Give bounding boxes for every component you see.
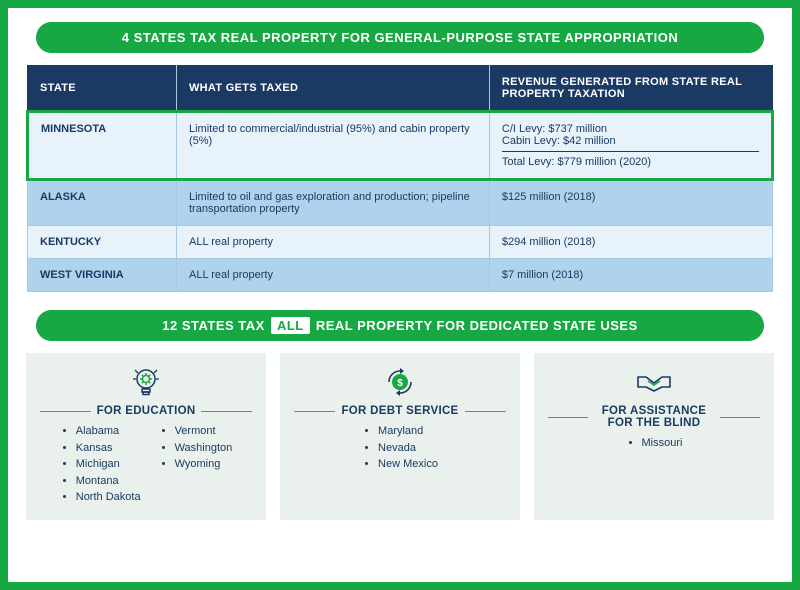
cell-taxed: ALL real property — [177, 259, 490, 292]
banner2-pre: 12 STATES TAX — [162, 318, 265, 333]
col-taxed: WHAT GETS TAXED — [177, 66, 490, 112]
cards-row: FOR EDUCATION Alabama Kansas Michigan Mo… — [26, 353, 774, 520]
lightbulb-gear-icon — [40, 365, 252, 399]
card-title: FOR EDUCATION — [40, 405, 252, 417]
list-item: New Mexico — [378, 456, 438, 473]
card-blind: FOR ASSISTANCE FOR THE BLIND Missouri — [534, 353, 774, 520]
cell-revenue: $294 million (2018) — [489, 226, 772, 259]
states-tax-table: STATE WHAT GETS TAXED REVENUE GENERATED … — [26, 65, 774, 292]
list-item: Vermont — [175, 423, 233, 440]
cell-state: KENTUCKY — [28, 226, 177, 259]
table-row: KENTUCKY ALL real property $294 million … — [28, 226, 773, 259]
col-state: STATE — [28, 66, 177, 112]
list-item: Maryland — [378, 423, 438, 440]
money-cycle-icon: $ — [294, 365, 506, 399]
cell-revenue: $125 million (2018) — [489, 180, 772, 226]
list-item: Michigan — [76, 456, 141, 473]
list-item: Wyoming — [175, 456, 233, 473]
rev-line: Cabin Levy: $42 million — [502, 135, 759, 147]
list-item: Washington — [175, 440, 233, 457]
handshake-icon — [548, 365, 760, 399]
list-item: Kansas — [76, 440, 141, 457]
card-title-text: FOR ASSISTANCE FOR THE BLIND — [594, 405, 714, 429]
col-revenue: REVENUE GENERATED FROM STATE REAL PROPER… — [489, 66, 772, 112]
debt-list: Maryland Nevada New Mexico — [362, 423, 438, 473]
table-row: WEST VIRGINIA ALL real property $7 milli… — [28, 259, 773, 292]
card-title: FOR ASSISTANCE FOR THE BLIND — [548, 405, 760, 429]
list-item: Montana — [76, 473, 141, 490]
rev-divider — [502, 151, 759, 152]
cell-state: ALASKA — [28, 180, 177, 226]
table-row: MINNESOTA Limited to commercial/industri… — [28, 112, 773, 180]
cell-taxed: ALL real property — [177, 226, 490, 259]
blind-list: Missouri — [626, 435, 683, 452]
cell-state: WEST VIRGINIA — [28, 259, 177, 292]
list-item: Missouri — [642, 435, 683, 452]
banner-12-states: 12 STATES TAX ALL REAL PROPERTY FOR DEDI… — [36, 310, 764, 341]
list-item: North Dakota — [76, 489, 141, 506]
table-header-row: STATE WHAT GETS TAXED REVENUE GENERATED … — [28, 66, 773, 112]
banner-4-states: 4 STATES TAX REAL PROPERTY FOR GENERAL-P… — [36, 22, 764, 53]
cell-revenue: C/I Levy: $737 million Cabin Levy: $42 m… — [489, 112, 772, 180]
cell-state: MINNESOTA — [28, 112, 177, 180]
card-debt: $ FOR DEBT SERVICE Maryland Nevada New M… — [280, 353, 520, 520]
card-title-text: FOR EDUCATION — [97, 405, 196, 417]
list-item: Nevada — [378, 440, 438, 457]
cell-taxed: Limited to oil and gas exploration and p… — [177, 180, 490, 226]
banner2-box: ALL — [271, 317, 310, 334]
edu-col2: Vermont Washington Wyoming — [159, 423, 233, 506]
card-title-text: FOR DEBT SERVICE — [341, 405, 458, 417]
cell-taxed: Limited to commercial/industrial (95%) a… — [177, 112, 490, 180]
card-education: FOR EDUCATION Alabama Kansas Michigan Mo… — [26, 353, 266, 520]
table-row: ALASKA Limited to oil and gas exploratio… — [28, 180, 773, 226]
rev-line: C/I Levy: $737 million — [502, 123, 759, 135]
rev-total: Total Levy: $779 million (2020) — [502, 156, 759, 168]
banner2-post: REAL PROPERTY FOR DEDICATED STATE USES — [316, 318, 638, 333]
svg-text:$: $ — [397, 378, 403, 389]
cell-revenue: $7 million (2018) — [489, 259, 772, 292]
card-title: FOR DEBT SERVICE — [294, 405, 506, 417]
list-item: Alabama — [76, 423, 141, 440]
edu-col1: Alabama Kansas Michigan Montana North Da… — [60, 423, 141, 506]
